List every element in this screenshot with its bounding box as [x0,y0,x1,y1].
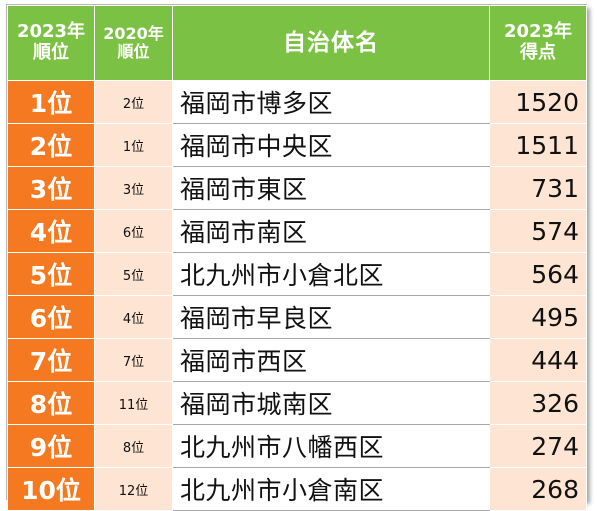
score-cell: 1520 [489,80,587,124]
rank-2023-cell: 10位 [7,467,95,511]
municipality-cell: 福岡市東区 [172,166,490,210]
municipality-cell: 福岡市博多区 [172,80,490,124]
score-cell: 274 [489,424,587,468]
municipality-cell: 北九州市八幡西区 [172,424,490,468]
municipality-cell: 福岡市中央区 [172,123,490,167]
municipality-cell: 北九州市小倉南区 [172,467,490,511]
rank-2020-cell: 6位 [94,209,173,253]
rank-2020-cell: 1位 [94,123,173,167]
municipality-cell: 福岡市早良区 [172,295,490,339]
rank-2020-cell: 4位 [94,295,173,339]
rank-2020-cell: 5位 [94,252,173,296]
rank-2020-cell: 3位 [94,166,173,210]
rank-2023-cell: 8位 [7,381,95,425]
ranking-table: 2023年 順位 2020年 順位 自治体名 2023年 得点 1位 2位 福岡… [7,5,587,511]
rank-2020-cell: 8位 [94,424,173,468]
header-score-year: 2023年 [503,21,573,43]
rank-2020-cell: 2位 [94,80,173,124]
header-rank-2020-label: 順位 [117,42,150,61]
header-rank-2023-label: 順位 [33,42,69,63]
rank-2020-cell: 11位 [94,381,173,425]
score-cell: 731 [489,166,587,210]
score-cell: 495 [489,295,587,339]
score-cell: 268 [489,467,587,511]
rank-2020-cell: 12位 [94,467,173,511]
header-row: 2023年 順位 2020年 順位 自治体名 2023年 得点 [7,5,587,81]
municipality-cell: 福岡市南区 [172,209,490,253]
ranking-table-container: 2023年 順位 2020年 順位 自治体名 2023年 得点 1位 2位 福岡… [6,4,587,511]
rank-2023-cell: 7位 [7,338,95,382]
score-cell: 564 [489,252,587,296]
table-row: 10位 12位 北九州市小倉南区 268 [7,467,587,511]
rank-2023-cell: 1位 [7,80,95,124]
header-rank-2020-year: 2020年 [103,23,164,43]
score-cell: 574 [489,209,587,253]
rank-2023-cell: 3位 [7,166,95,210]
table-row: 7位 7位 福岡市西区 444 [7,338,587,382]
municipality-cell: 福岡市西区 [172,338,490,382]
table-row: 6位 4位 福岡市早良区 495 [7,295,587,339]
header-municipality: 自治体名 [172,5,490,81]
score-cell: 444 [489,338,587,382]
header-score-2023: 2023年 得点 [489,5,587,81]
table-row: 1位 2位 福岡市博多区 1520 [7,80,587,124]
score-cell: 326 [489,381,587,425]
municipality-cell: 北九州市小倉北区 [172,252,490,296]
rank-2023-cell: 4位 [7,209,95,253]
table-row: 4位 6位 福岡市南区 574 [7,209,587,253]
rank-2023-cell: 9位 [7,424,95,468]
municipality-cell: 福岡市城南区 [172,381,490,425]
header-rank-2023: 2023年 順位 [7,5,95,81]
rank-2023-cell: 2位 [7,123,95,167]
table-row: 9位 8位 北九州市八幡西区 274 [7,424,587,468]
table-row: 8位 11位 福岡市城南区 326 [7,381,587,425]
header-rank-2020: 2020年 順位 [94,5,173,81]
rank-2023-cell: 6位 [7,295,95,339]
table-row: 5位 5位 北九州市小倉北区 564 [7,252,587,296]
header-rank-2023-year: 2023年 [16,21,86,43]
rank-2023-cell: 5位 [7,252,95,296]
rank-2020-cell: 7位 [94,338,173,382]
table-row: 3位 3位 福岡市東区 731 [7,166,587,210]
score-cell: 1511 [489,123,587,167]
table-row: 2位 1位 福岡市中央区 1511 [7,123,587,167]
header-score-label: 得点 [520,42,556,63]
